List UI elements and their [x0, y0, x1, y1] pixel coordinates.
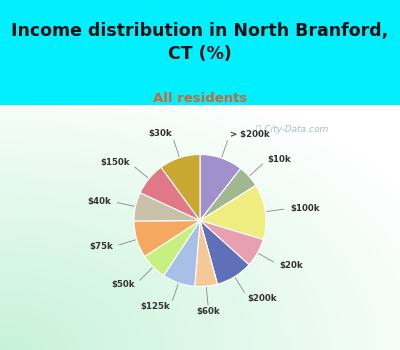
Text: $60k: $60k	[197, 307, 220, 316]
Text: $30k: $30k	[148, 130, 172, 138]
Text: $50k: $50k	[112, 280, 135, 289]
Text: $20k: $20k	[279, 261, 303, 270]
Wedge shape	[200, 220, 249, 284]
Text: $40k: $40k	[87, 197, 111, 206]
Wedge shape	[200, 186, 266, 239]
Text: $100k: $100k	[290, 204, 320, 213]
Wedge shape	[164, 220, 200, 286]
Text: Income distribution in North Branford,
CT (%): Income distribution in North Branford, C…	[12, 22, 388, 63]
Wedge shape	[161, 154, 200, 220]
Text: $10k: $10k	[268, 155, 291, 164]
Text: > $200k: > $200k	[230, 130, 269, 139]
Wedge shape	[200, 220, 263, 265]
Wedge shape	[140, 167, 200, 220]
Text: $200k: $200k	[248, 294, 278, 302]
Text: ⓘ City-Data.com: ⓘ City-Data.com	[256, 125, 328, 134]
Wedge shape	[195, 220, 218, 287]
Text: $125k: $125k	[141, 302, 170, 311]
Text: All residents: All residents	[153, 92, 247, 105]
Text: $75k: $75k	[89, 242, 113, 251]
Wedge shape	[200, 154, 241, 220]
Text: $150k: $150k	[100, 158, 130, 167]
Wedge shape	[145, 220, 200, 275]
Wedge shape	[200, 168, 256, 220]
Wedge shape	[134, 193, 200, 221]
Wedge shape	[134, 220, 200, 257]
